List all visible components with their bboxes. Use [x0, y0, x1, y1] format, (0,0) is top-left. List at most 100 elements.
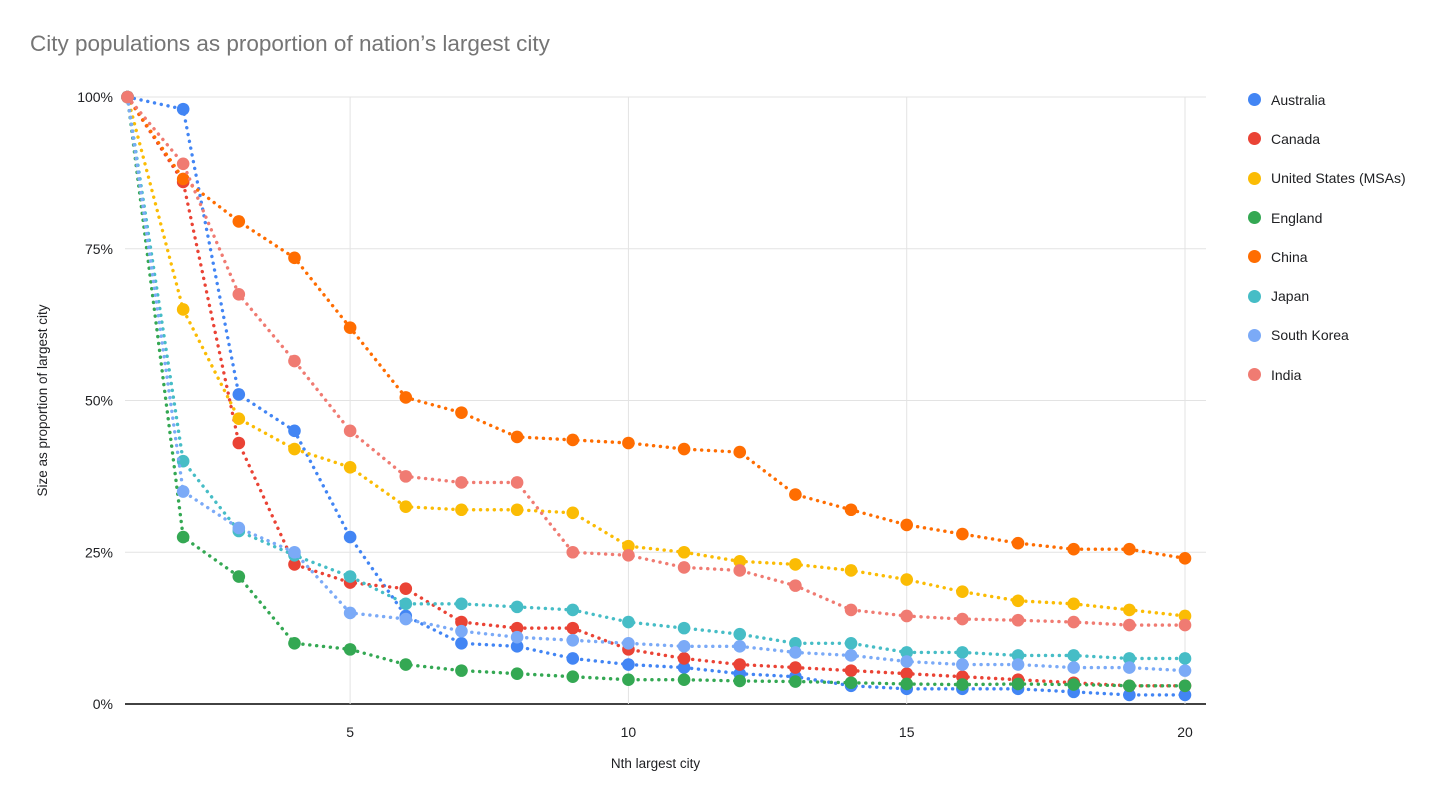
- data-point-south-korea: [399, 612, 413, 626]
- data-point-india: [399, 470, 413, 483]
- data-point-china: [622, 436, 635, 450]
- data-point-england: [844, 676, 858, 690]
- data-point-china: [1123, 542, 1136, 556]
- data-point-china: [232, 215, 246, 228]
- data-point-australia: [1178, 688, 1192, 702]
- data-point-united-states-msas-: [232, 412, 246, 426]
- data-point-japan: [1011, 649, 1025, 662]
- data-point-united-states-msas-: [455, 503, 468, 517]
- data-point-china: [399, 391, 413, 404]
- x-tick-label: 10: [621, 724, 637, 740]
- data-point-india: [288, 354, 301, 368]
- data-point-china: [455, 406, 468, 419]
- data-point-india: [455, 476, 468, 489]
- data-point-england: [399, 658, 413, 671]
- data-point-canada: [455, 615, 468, 629]
- data-point-canada: [844, 664, 858, 677]
- data-point-canada: [566, 621, 580, 635]
- legend-item-india: India: [1248, 355, 1406, 394]
- series-line-japan: [125, 95, 1187, 661]
- series-line-india: [125, 95, 1187, 627]
- data-point-australia: [455, 637, 468, 650]
- data-point-united-states-msas-: [399, 500, 413, 514]
- data-point-japan: [1067, 649, 1080, 662]
- data-point-australia: [176, 102, 190, 116]
- data-point-china: [789, 488, 802, 501]
- data-point-japan: [566, 603, 580, 617]
- data-point-south-korea: [844, 649, 858, 662]
- data-point-australia: [677, 661, 691, 674]
- data-point-south-korea: [510, 630, 524, 644]
- data-point-england: [1123, 679, 1136, 693]
- data-point-australia: [288, 424, 301, 438]
- data-point-england: [733, 674, 747, 688]
- data-point-united-states-msas-: [288, 442, 301, 456]
- y-axis-title: Size as proportion of largest city: [35, 304, 50, 496]
- data-point-china: [288, 251, 301, 265]
- data-point-england: [622, 673, 635, 687]
- data-point-england: [176, 530, 190, 544]
- data-point-canada: [399, 582, 413, 595]
- data-point-united-states-msas-: [343, 460, 357, 474]
- series-line-canada: [125, 95, 1187, 688]
- data-point-japan: [1178, 652, 1192, 665]
- data-point-canada: [232, 436, 246, 450]
- data-point-australia: [510, 640, 524, 653]
- data-point-japan: [733, 627, 747, 641]
- data-point-canada: [733, 658, 747, 671]
- data-point-australia: [622, 658, 635, 671]
- legend-item-china: China: [1248, 237, 1406, 276]
- series-line-england: [125, 95, 1187, 688]
- data-point-china: [566, 433, 580, 447]
- data-point-japan: [343, 570, 357, 583]
- data-point-japan: [789, 637, 802, 650]
- legend-label: England: [1271, 209, 1323, 226]
- data-point-china: [1011, 536, 1025, 550]
- data-point-united-states-msas-: [789, 558, 802, 571]
- data-point-india: [900, 609, 914, 623]
- data-point-china: [844, 503, 858, 517]
- data-point-japan: [510, 600, 524, 614]
- data-point-england: [455, 664, 468, 677]
- data-point-india: [956, 612, 969, 626]
- data-point-china: [733, 445, 747, 459]
- data-point-south-korea: [1067, 661, 1080, 674]
- data-point-england: [510, 667, 524, 680]
- data-point-south-korea: [455, 624, 468, 638]
- data-point-china: [176, 172, 190, 186]
- legend-item-japan: Japan: [1248, 276, 1406, 315]
- data-point-england: [1011, 677, 1025, 691]
- legend-item-united-states-msas-: United States (MSAs): [1248, 159, 1406, 198]
- data-point-united-states-msas-: [1178, 609, 1192, 623]
- y-tick-label: 100%: [77, 89, 113, 105]
- data-point-india: [1011, 613, 1025, 627]
- legend-color-dot-icon: [1248, 132, 1261, 146]
- data-point-india: [789, 579, 802, 592]
- legend-label: South Korea: [1271, 327, 1349, 344]
- data-point-india: [1178, 618, 1192, 632]
- legend-color-dot-icon: [1248, 368, 1261, 382]
- legend-color-dot-icon: [1248, 328, 1261, 342]
- data-point-south-korea: [288, 545, 301, 559]
- data-point-england: [677, 673, 691, 687]
- data-point-united-states-msas-: [844, 564, 858, 577]
- data-point-south-korea: [900, 655, 914, 668]
- data-point-england: [956, 678, 969, 691]
- data-point-india: [232, 287, 246, 301]
- data-point-england: [566, 670, 580, 683]
- legend-label: Canada: [1271, 130, 1321, 147]
- data-point-japan: [900, 646, 914, 659]
- data-point-japan: [677, 621, 691, 635]
- y-tick-label: 50%: [85, 393, 113, 409]
- data-point-china: [1067, 542, 1080, 556]
- data-point-united-states-msas-: [677, 545, 691, 559]
- data-point-south-korea: [343, 606, 357, 620]
- legend-color-dot-icon: [1248, 93, 1261, 107]
- data-point-china: [956, 527, 969, 541]
- data-point-south-korea: [1123, 661, 1136, 674]
- data-point-united-states-msas-: [900, 573, 914, 586]
- legend-label: India: [1271, 366, 1302, 383]
- data-point-south-korea: [677, 640, 691, 653]
- legend-item-australia: Australia: [1248, 80, 1406, 119]
